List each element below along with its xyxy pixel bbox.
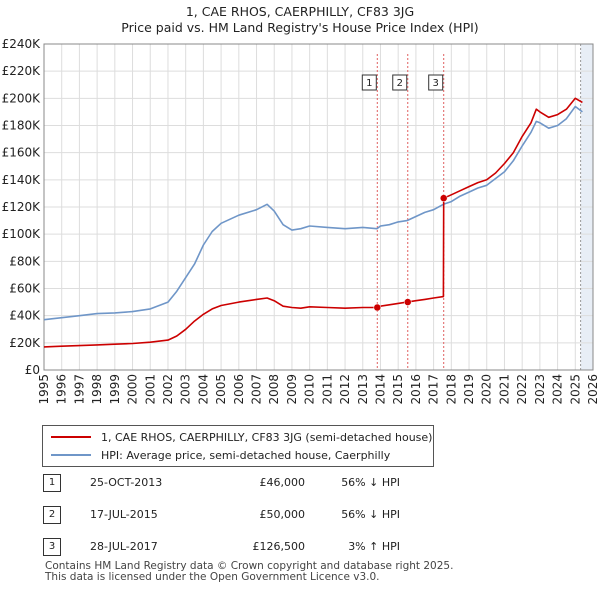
y-tick-label: £180K bbox=[2, 119, 42, 133]
sale-badge: 3 bbox=[43, 538, 61, 556]
y-tick-label: £240K bbox=[2, 37, 42, 51]
sale-badge: 2 bbox=[43, 506, 61, 524]
legend-item-hpi: HPI: Average price, semi-detached house,… bbox=[51, 446, 390, 464]
hpi-line bbox=[43, 105, 583, 321]
x-tick-label: 2007 bbox=[250, 374, 264, 405]
y-tick-label: £100K bbox=[2, 227, 42, 241]
x-tick-label: 1999 bbox=[108, 374, 122, 405]
sale-price: £50,000 bbox=[259, 508, 306, 521]
x-tick-label: 2006 bbox=[232, 374, 246, 405]
sale-marker-label: 2 bbox=[397, 78, 403, 89]
sale-date: 17-JUL-2015 bbox=[90, 508, 158, 521]
y-tick-label: £120K bbox=[2, 200, 42, 214]
x-tick-label: 1996 bbox=[55, 374, 69, 405]
x-tick-label: 2018 bbox=[444, 374, 458, 405]
x-tick-label: 2011 bbox=[320, 374, 334, 405]
legend-swatch-property bbox=[51, 436, 91, 438]
chart-subtitle: Price paid vs. HM Land Registry's House … bbox=[121, 20, 479, 35]
y-tick-label: £200K bbox=[2, 91, 42, 105]
sale-row: 2 17-JUL-2015 £50,000 56% ↓ HPI bbox=[40, 506, 400, 526]
x-tick-label: 2017 bbox=[427, 374, 441, 405]
sale-marker-box bbox=[361, 74, 377, 91]
sale-point bbox=[373, 303, 382, 312]
sale-marker-label: 1 bbox=[366, 78, 372, 89]
sale-point bbox=[439, 194, 448, 202]
x-tick-label: 2012 bbox=[338, 374, 352, 405]
footer: Contains HM Land Registry data © Crown c… bbox=[45, 561, 453, 583]
property-price-line bbox=[43, 97, 583, 348]
y-tick-label: £0 bbox=[25, 363, 40, 377]
legend-label-hpi: HPI: Average price, semi-detached house,… bbox=[101, 448, 391, 462]
x-tick-label: 2020 bbox=[480, 374, 494, 405]
legend-label-property: 1, CAE RHOS, CAERPHILLY, CF83 3JG (semi-… bbox=[101, 430, 433, 444]
y-tick-label: £20K bbox=[9, 336, 41, 350]
x-tick-label: 2021 bbox=[497, 374, 511, 405]
x-tick-label: 2002 bbox=[161, 374, 175, 405]
sale-marker-label: 3 bbox=[433, 78, 439, 89]
x-tick-label: 1998 bbox=[90, 374, 104, 405]
y-tick-label: £140K bbox=[2, 173, 42, 187]
x-tick-label: 2010 bbox=[303, 374, 317, 405]
legend: 1, CAE RHOS, CAERPHILLY, CF83 3JG (semi-… bbox=[42, 425, 434, 467]
x-tick-label: 2008 bbox=[267, 374, 281, 405]
x-tick-label: 2004 bbox=[196, 374, 210, 405]
sale-point bbox=[404, 298, 412, 306]
sale-price: £126,500 bbox=[252, 540, 306, 553]
sale-badge: 1 bbox=[43, 474, 61, 492]
x-tick-label: 2025 bbox=[568, 374, 582, 405]
x-tick-label: 2015 bbox=[391, 374, 405, 405]
footer-line-2: This data is licensed under the Open Gov… bbox=[45, 571, 380, 583]
sale-date: 28-JUL-2017 bbox=[90, 540, 158, 553]
y-tick-label: £80K bbox=[9, 254, 41, 268]
sale-marker-box bbox=[428, 74, 444, 91]
y-tick-label: £40K bbox=[9, 309, 41, 323]
plot-frame bbox=[43, 43, 594, 371]
x-tick-label: 2005 bbox=[214, 374, 228, 405]
y-tick-label: £60K bbox=[9, 282, 41, 296]
x-tick-label: 2003 bbox=[179, 374, 193, 405]
x-tick-label: 2022 bbox=[515, 374, 529, 405]
x-tick-label: 2009 bbox=[285, 374, 299, 405]
sale-hpi-diff: 56% ↓ HPI bbox=[341, 476, 400, 489]
legend-item-property: 1, CAE RHOS, CAERPHILLY, CF83 3JG (semi-… bbox=[51, 428, 432, 446]
x-tick-label: 2001 bbox=[143, 374, 157, 405]
x-tick-label: 2016 bbox=[409, 374, 423, 405]
footer-line-1: Contains HM Land Registry data © Crown c… bbox=[45, 560, 454, 572]
y-tick-label: £220K bbox=[2, 64, 42, 78]
sale-marker-box bbox=[392, 74, 408, 91]
x-tick-label: 2013 bbox=[356, 374, 370, 405]
price-chart: £0 £20K £40K £60K £80K £100K £120K £140K £160K £1… bbox=[2, 37, 600, 405]
x-tick-label: 2024 bbox=[551, 374, 565, 405]
y-tick-label: £160K bbox=[2, 146, 42, 160]
x-tick-label: 2026 bbox=[586, 374, 600, 405]
chart-title-block: 1, CAE RHOS, CAERPHILLY, CF83 3JG Price … bbox=[0, 4, 600, 36]
sale-date: 25-OCT-2013 bbox=[90, 476, 163, 489]
x-tick-label: 1997 bbox=[72, 374, 86, 405]
x-tick-label: 2019 bbox=[462, 374, 476, 405]
sale-hpi-diff: 3% ↑ HPI bbox=[348, 540, 400, 553]
sale-price: £46,000 bbox=[259, 476, 306, 489]
legend-swatch-hpi bbox=[51, 454, 91, 456]
sale-row: 3 28-JUL-2017 £126,500 3% ↑ HPI bbox=[40, 538, 400, 558]
x-tick-label: 1995 bbox=[37, 374, 51, 405]
x-tick-label: 2023 bbox=[533, 374, 547, 405]
x-tick-label: 2014 bbox=[373, 374, 387, 405]
sale-row: 1 25-OCT-2013 £46,000 56% ↓ HPI bbox=[40, 474, 400, 494]
sale-hpi-diff: 56% ↓ HPI bbox=[341, 508, 400, 521]
x-tick-label: 2000 bbox=[126, 374, 140, 405]
chart-title: 1, CAE RHOS, CAERPHILLY, CF83 3JG bbox=[185, 4, 415, 19]
